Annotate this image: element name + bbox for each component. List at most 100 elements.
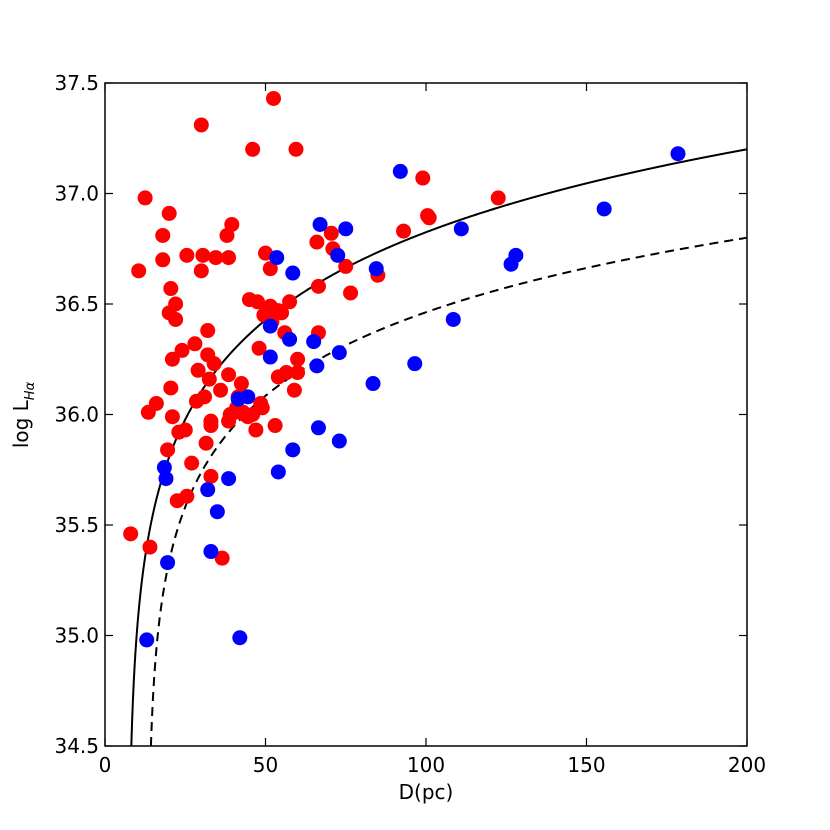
red-data-point [190, 362, 206, 378]
red-data-point [174, 342, 190, 358]
red-data-point [282, 294, 298, 310]
red-data-point [160, 442, 176, 458]
x-axis-title: D(pc) [399, 780, 454, 804]
red-data-point [155, 252, 171, 268]
red-data-point [177, 422, 193, 438]
red-data-point [200, 323, 216, 339]
blue-data-point [232, 630, 248, 646]
blue-data-point [269, 250, 285, 266]
blue-data-point [338, 221, 354, 237]
blue-data-point [156, 460, 172, 476]
red-data-point [203, 468, 219, 484]
blue-data-point [407, 356, 423, 372]
red-data-point [208, 250, 224, 266]
red-data-point [131, 263, 147, 279]
y-tick-label: 37.5 [54, 71, 99, 95]
red-data-point [310, 278, 326, 294]
red-data-point [343, 285, 359, 301]
x-tick-label: 0 [99, 753, 112, 777]
y-tick-label: 36.5 [54, 292, 99, 316]
solid-curve [130, 148, 747, 746]
blue-data-point [309, 358, 325, 374]
ticks-layer: 0 50 100 150 200 34.5 35.0 35.5 36.0 36.5 37.0 37.5 [54, 71, 766, 777]
red-data-point [267, 418, 283, 434]
blue-data-point [392, 163, 408, 179]
red-data-point [338, 258, 354, 274]
red-data-point [193, 117, 209, 133]
red-data-point [164, 409, 180, 425]
red-data-point [290, 351, 306, 367]
blue-data-point [270, 464, 286, 480]
x-tick-label: 150 [567, 753, 605, 777]
red-data-point [203, 413, 219, 429]
red-data-point [490, 190, 506, 206]
red-data-point [201, 371, 217, 387]
points-layer [123, 90, 686, 648]
y-tick-label: 37.0 [54, 182, 99, 206]
red-data-point [415, 170, 431, 186]
blue-data-point [262, 318, 278, 334]
red-data-point [137, 190, 153, 206]
blue-data-point [139, 632, 155, 648]
y-axis-title-main: log L [9, 399, 33, 448]
x-tick-label: 50 [253, 753, 278, 777]
red-data-point [251, 340, 267, 356]
red-data-point [309, 234, 325, 250]
blue-data-point [209, 504, 225, 520]
red-data-point [245, 141, 261, 157]
blue-data-point [596, 201, 612, 217]
blue-data-point [331, 433, 347, 449]
red-data-point [248, 422, 264, 438]
red-data-point [164, 351, 180, 367]
blue-data-point [368, 261, 384, 277]
red-data-point [323, 225, 339, 241]
red-data-point [258, 245, 273, 261]
red-data-point [142, 539, 158, 555]
blue-data-point [158, 471, 174, 487]
red-data-point [155, 227, 171, 243]
red-data-point [286, 382, 302, 398]
red-data-point [163, 380, 179, 396]
blue-data-point [282, 331, 298, 347]
y-axis-title-subscript: Hα [23, 381, 38, 400]
red-data-point [168, 311, 184, 327]
red-data-point [233, 376, 249, 392]
red-data-point [224, 216, 240, 232]
red-data-point [262, 261, 278, 277]
red-data-point [254, 400, 270, 416]
y-tick-label: 34.5 [54, 734, 99, 758]
blue-data-point [330, 247, 346, 263]
red-data-point [187, 336, 203, 352]
blue-data-point [262, 349, 278, 365]
blue-data-point [670, 146, 686, 162]
blue-data-point [203, 544, 219, 560]
blue-data-point [445, 311, 461, 327]
red-data-point [249, 294, 265, 310]
blue-data-point [221, 471, 237, 487]
blue-data-point [306, 334, 322, 350]
blue-data-point [160, 555, 176, 571]
red-data-point [221, 250, 237, 266]
red-data-point [278, 365, 294, 381]
red-data-point [221, 367, 237, 383]
blue-data-point [312, 216, 328, 232]
red-data-point [266, 90, 282, 106]
red-data-point [184, 455, 200, 471]
red-data-point [195, 247, 211, 263]
y-axis-title: log LHα [9, 381, 38, 448]
blue-data-point [365, 376, 381, 392]
red-data-point [206, 356, 222, 372]
x-tick-label: 100 [407, 753, 445, 777]
red-data-point [161, 205, 177, 221]
y-tick-label: 35.0 [54, 624, 99, 648]
red-data-point [396, 223, 412, 239]
red-data-point [197, 389, 213, 405]
blue-data-point [453, 221, 469, 237]
blue-data-point [285, 442, 301, 458]
blue-data-point [508, 247, 524, 263]
red-data-point [179, 247, 195, 263]
blue-data-point [310, 420, 326, 436]
red-data-point [198, 435, 214, 451]
red-data-point [168, 296, 184, 312]
